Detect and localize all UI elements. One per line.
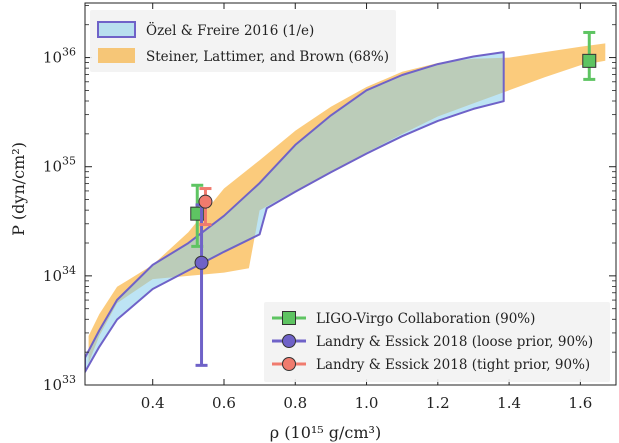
legend-label: Landry & Essick 2018 (tight prior, 90%): [316, 357, 590, 373]
x-axis-label: ρ (10¹⁵ g/cm³): [270, 423, 381, 442]
data-point-2: [582, 30, 597, 81]
x-tick-label: 0.8: [283, 394, 307, 412]
band-ozel: [85, 51, 505, 373]
x-tick-label: 1.0: [355, 394, 379, 412]
y-tick-label: 1033: [43, 373, 76, 394]
marker-circle: [198, 194, 213, 209]
x-tick-label: 0.6: [212, 394, 236, 412]
legend-top: Özel & Freire 2016 (1/e) Steiner, Lattime…: [90, 10, 396, 72]
legend-bottom: LIGO-Virgo Collaboration (90%) Landry & E…: [264, 302, 610, 382]
legend-swatch-ozel: [97, 21, 136, 38]
marker-square: [582, 53, 597, 68]
y-axis-label: P (dyn/cm²): [9, 142, 28, 236]
y-tick-label: 1036: [43, 46, 76, 67]
legend-label: LIGO-Virgo Collaboration (90%): [316, 311, 535, 327]
legend-marker-square: [282, 311, 296, 325]
legend-label: Steiner, Lattimer, and Brown (68%): [146, 49, 389, 65]
legend-top-box: [90, 10, 396, 72]
marker-circle: [194, 255, 209, 270]
legend-label: Özel & Freire 2016 (1/e): [146, 22, 314, 39]
legend-marker-circle: [282, 357, 296, 371]
plot-frame: [84, 2, 617, 386]
legend-label: Landry & Essick 2018 (loose prior, 90%): [316, 334, 593, 350]
plot-area: [85, 30, 606, 373]
legend-swatch-steiner: [98, 48, 135, 63]
x-tick-label: 1.6: [568, 394, 592, 412]
x-tick-label: 1.4: [497, 394, 521, 412]
legend-bottom-box: [264, 302, 610, 382]
data-point-4: [198, 187, 213, 227]
y-tick-label: 1034: [43, 264, 76, 285]
x-tick-label: 0.4: [141, 394, 165, 412]
y-tick-label: 1035: [43, 155, 76, 176]
x-tick-label: 1.2: [426, 394, 450, 412]
legend-marker-circle: [282, 334, 296, 348]
